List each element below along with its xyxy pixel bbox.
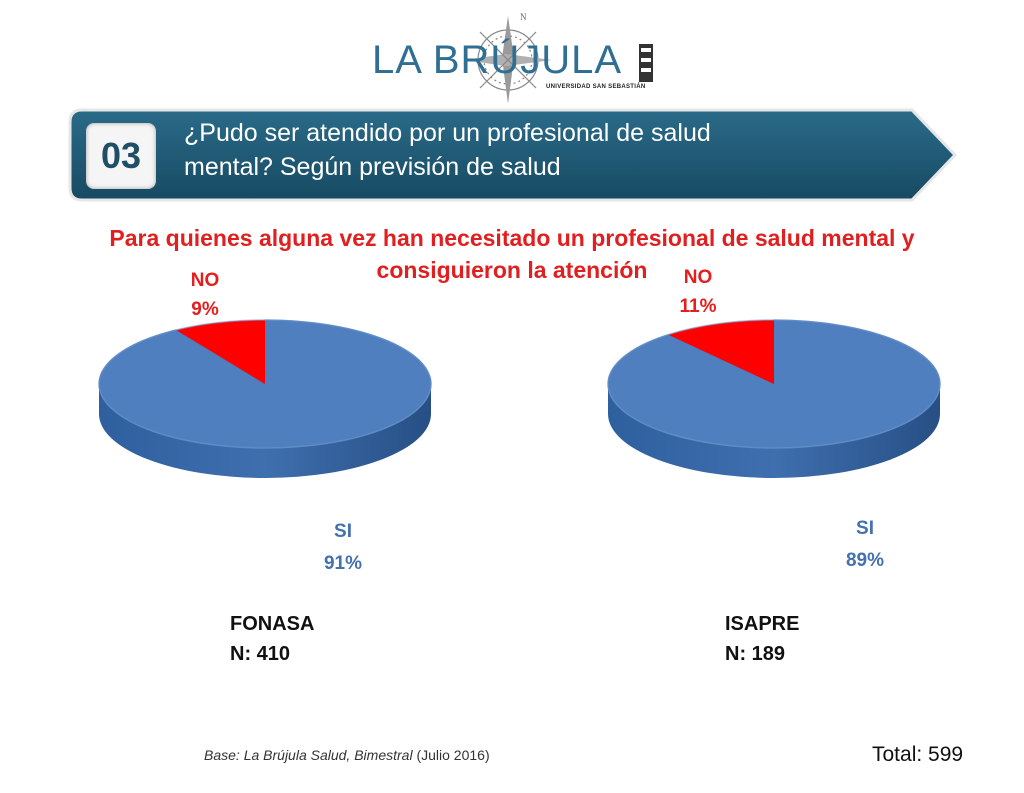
fonasa-n: N: 410	[230, 643, 291, 665]
isapre-no-label: NO 11%	[663, 263, 733, 321]
pie-rim	[98, 319, 432, 449]
fonasa-no-label: NO 9%	[170, 266, 240, 324]
pie-slice-no	[176, 320, 265, 384]
fonasa-si-name: SI	[334, 521, 352, 542]
source-date: (Julio 2016)	[412, 747, 490, 763]
fonasa-group: FONASA N: 410	[230, 609, 314, 669]
pie-slice-si	[607, 319, 941, 449]
question-line-1: ¿Pudo ser atendido por un profesional de…	[184, 119, 711, 147]
pie-side-wall	[99, 384, 431, 478]
isapre-n: N: 189	[725, 643, 786, 665]
subtitle-line-1: Para quienes alguna vez han necesitado u…	[109, 225, 915, 251]
pie-slice-no	[668, 320, 774, 384]
pie-rim	[607, 319, 941, 449]
pie-fonasa	[98, 319, 432, 478]
compass-icon: N	[464, 12, 653, 103]
subtitle-line-2: consiguieron la atención	[376, 257, 648, 283]
isapre-name: ISAPRE	[725, 613, 800, 635]
logo: N LA BRÚJULA UNIVERSIDAD SAN SEBASTIÁN	[360, 8, 670, 103]
logo-wordmark: LA BRÚJULA	[372, 38, 623, 82]
chart-subtitle: Para quienes alguna vez han necesitado u…	[40, 222, 984, 286]
question-number: 03	[86, 123, 156, 189]
fonasa-si-label: SI 91%	[308, 516, 378, 580]
fonasa-no-name: NO	[190, 270, 220, 291]
pie-isapre	[607, 319, 941, 478]
question-text: ¿Pudo ser atendido por un profesional de…	[184, 116, 834, 184]
isapre-si-value: 89%	[845, 550, 885, 571]
isapre-si-name: SI	[856, 518, 874, 539]
question-banner	[68, 108, 958, 202]
isapre-no-value: 11%	[679, 296, 717, 317]
pie-side-wall	[608, 384, 940, 478]
isapre-group: ISAPRE N: 189	[725, 609, 799, 669]
source-note: Base: La Brújula Salud, Bimestral (Julio…	[204, 747, 490, 763]
question-line-2: mental? Según previsión de salud	[184, 153, 561, 181]
fonasa-no-value: 9%	[191, 299, 219, 320]
isapre-si-label: SI 89%	[830, 513, 900, 577]
total-count: Total: 599	[872, 743, 964, 766]
isapre-no-name: NO	[683, 267, 713, 288]
fonasa-name: FONASA	[230, 613, 315, 635]
logo-subtitle: UNIVERSIDAD SAN SEBASTIÁN	[546, 84, 646, 90]
source-italic: Base: La Brújula Salud, Bimestral	[204, 747, 413, 763]
fonasa-si-value: 91%	[323, 553, 363, 574]
svg-text:N: N	[520, 12, 527, 22]
